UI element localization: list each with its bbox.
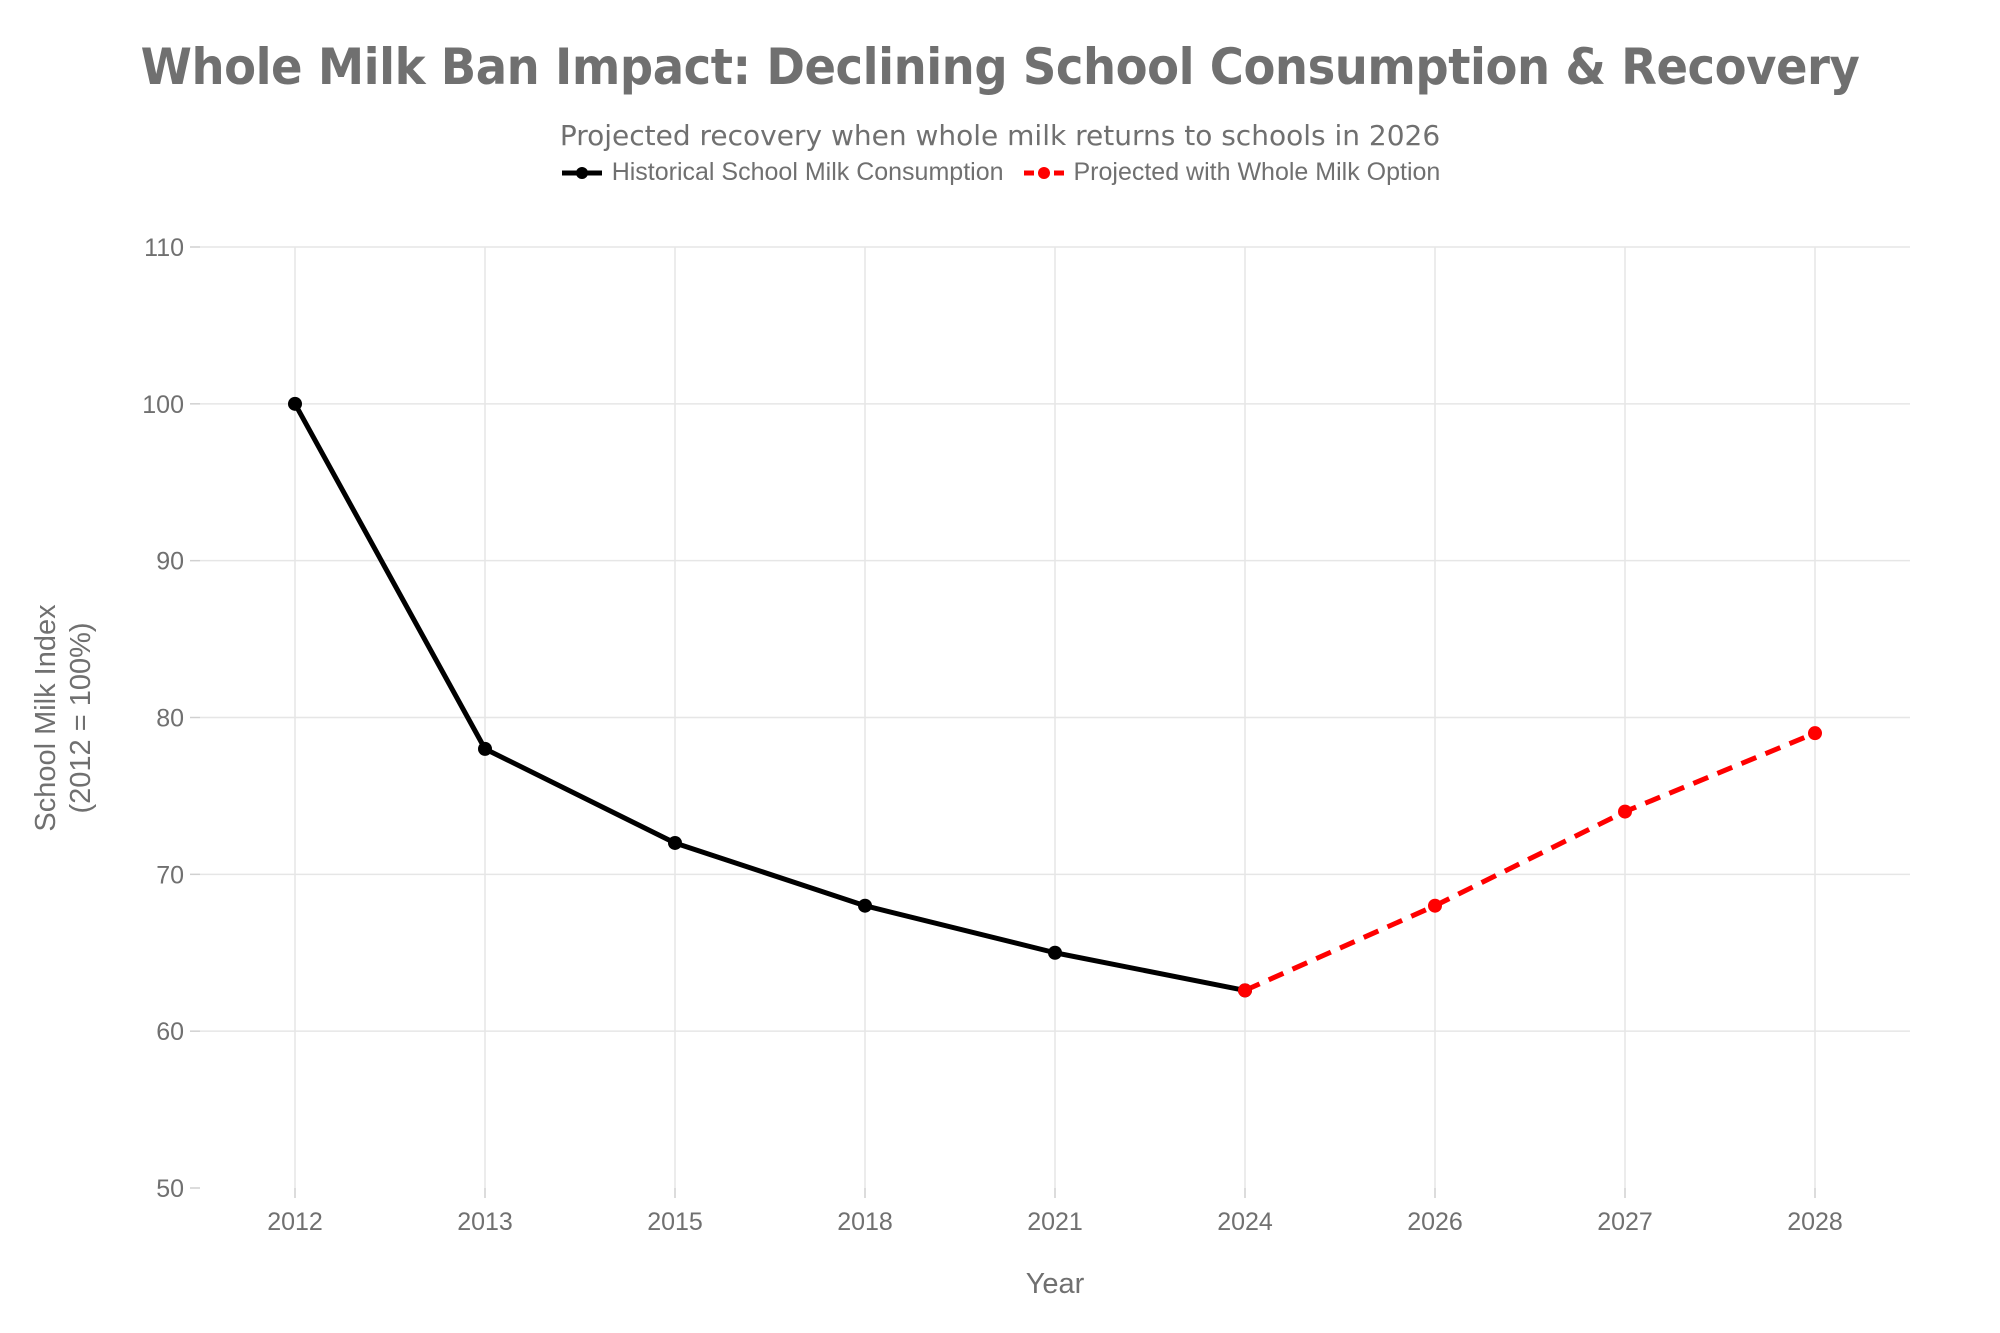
legend-swatch-projected (1023, 166, 1064, 179)
y-tick-label: 100 (142, 391, 184, 419)
y-tick-label: 70 (156, 861, 184, 889)
x-axis: 2012 2013 2015 2018 2021 2024 2026 2027 2028 (267, 1188, 1843, 1236)
projected-line (1243, 730, 1816, 993)
x-tick-label: 2024 (1217, 1208, 1273, 1236)
x-tick-label: 2026 (1407, 1208, 1463, 1236)
gridlines (200, 246, 1910, 1188)
projected-point-2024 (1238, 983, 1252, 998)
legend-item-projected[interactable]: Projected with Whole Milk Option (1022, 158, 1441, 187)
y-tick-label: 50 (156, 1175, 184, 1203)
historical-line (292, 402, 1246, 993)
historical-point-2015 (668, 835, 682, 850)
y-tick-label: 80 (156, 705, 184, 733)
y-tick-label: 110 (144, 234, 184, 262)
legend-label-projected: Projected with Whole Milk Option (1073, 158, 1441, 186)
series-lines (292, 402, 1816, 993)
historical-point-2013 (478, 741, 492, 756)
y-axis-title: School Milk Index (2012 = 100%) (30, 604, 97, 832)
y-axis-title-line2: (2012 = 100%) (65, 622, 97, 813)
x-tick-label: 2018 (837, 1208, 893, 1236)
legend-item-historical[interactable]: Historical School Milk Consumption (560, 158, 1004, 187)
series-points (288, 396, 1822, 998)
projected-point-2028 (1808, 726, 1822, 741)
projected-point-2026 (1428, 898, 1442, 913)
projected-point-2027 (1618, 804, 1632, 819)
historical-point-2012 (288, 396, 302, 411)
chart-title: Whole Milk Ban Impact: Declining School … (140, 38, 1860, 96)
legend-swatch-historical (561, 166, 602, 179)
y-axis-title-line1: School Milk Index (30, 604, 62, 832)
historical-point-2021 (1048, 945, 1062, 960)
y-tick-label: 90 (156, 548, 184, 576)
legend: Historical School Milk Consumption Proje… (0, 158, 2000, 187)
historical-point-2018 (858, 898, 872, 913)
x-tick-label: 2021 (1027, 1208, 1083, 1236)
x-tick-label: 2028 (1787, 1208, 1843, 1236)
y-axis: 50 60 70 80 90 100 110 (142, 234, 200, 1203)
legend-label-historical: Historical School Milk Consumption (611, 158, 1004, 186)
y-tick-label: 60 (156, 1018, 184, 1046)
x-tick-label: 2013 (457, 1208, 513, 1236)
x-tick-label: 2027 (1597, 1208, 1653, 1236)
x-tick-label: 2012 (267, 1208, 323, 1236)
chart-subtitle: Projected recovery when whole milk retur… (559, 119, 1441, 152)
x-axis-title: Year (1026, 1268, 1085, 1300)
x-tick-label: 2015 (647, 1208, 703, 1236)
